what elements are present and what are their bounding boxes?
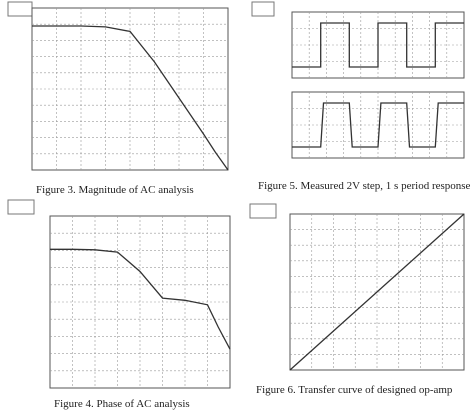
fig6-legend-box [249,203,277,219]
fig6-caption: Figure 6. Transfer curve of designed op-… [256,384,453,396]
fig5-chart [251,1,465,159]
fig3-caption: Figure 3. Magnitude of AC analysis [36,184,194,196]
fig4-caption: Figure 4. Phase of AC analysis [54,398,190,410]
fig6-series-line [289,213,465,371]
fig6-marks [289,213,465,371]
fig4-chart [7,199,231,389]
fig3-legend-box [7,1,33,17]
fig4-grid [50,216,230,388]
fig5-caption: Figure 5. Measured 2V step, 1 s period r… [258,180,471,192]
fig3-chart [7,1,229,171]
fig4-legend-box [7,199,35,215]
fig5-legend-box [251,1,275,17]
fig5-input-line [292,22,464,68]
fig5-output-line [292,102,464,148]
fig5-marks [292,22,464,148]
fig4-series-line [50,248,231,350]
fig3-marks [32,25,229,171]
fig6-chart [249,203,465,371]
fig4-marks [50,248,231,350]
fig3-series-line [32,25,229,171]
fig3-grid [32,8,228,170]
